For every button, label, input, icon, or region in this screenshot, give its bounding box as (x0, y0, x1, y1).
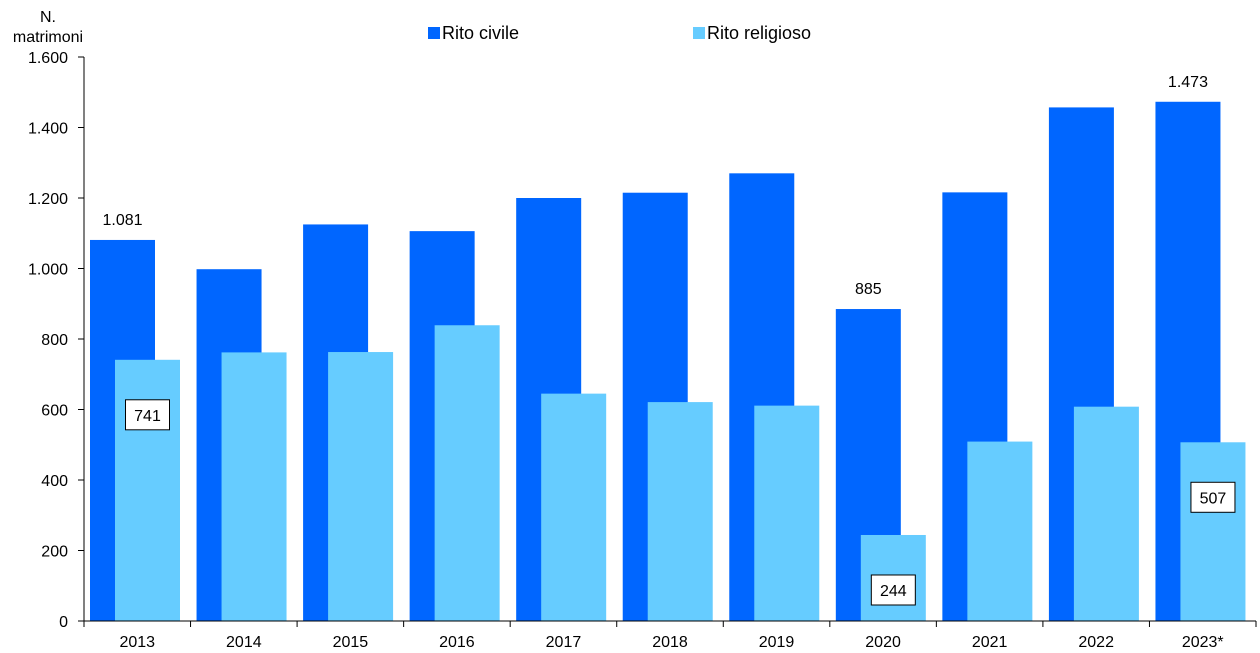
x-tick-label: 2020 (865, 634, 901, 651)
x-tick-label: 2015 (333, 634, 369, 651)
data-label-box (1190, 481, 1236, 513)
legend-swatch (693, 27, 705, 39)
y-tick-label: 0 (59, 614, 68, 631)
y-tick-label: 600 (41, 403, 68, 420)
y-tick-label: 400 (41, 473, 68, 490)
y-tick-label: 1.400 (28, 121, 68, 138)
legend-label: Rito civile (442, 23, 519, 43)
x-tick-label: 2022 (1078, 634, 1114, 651)
x-tick-label: 2016 (439, 634, 475, 651)
bar-rito-religioso (115, 359, 180, 621)
y-axis-ticks: 0 200 400 600 800 1.000 1.200 1.400 1.600 (28, 50, 84, 631)
data-label-box (125, 399, 170, 431)
legend-item-rito-religioso: Rito religioso (693, 23, 811, 43)
data-label-box (870, 574, 916, 606)
x-tick-label: 2017 (546, 634, 582, 651)
data-label: 507 (1200, 490, 1227, 507)
x-tick-label: 2013 (119, 634, 155, 651)
data-label: 244 (880, 583, 907, 600)
data-label: 885 (855, 281, 882, 298)
bars (90, 101, 1246, 622)
y-tick-label: 200 (41, 544, 68, 561)
legend-label: Rito religioso (707, 23, 811, 43)
legend-item-rito-civile: Rito civile (428, 23, 519, 43)
legend-swatch (428, 27, 440, 39)
bar-rito-religioso (434, 325, 500, 621)
data-labels: 1.081 885 1.473 741 244 507 (102, 74, 1236, 606)
x-tick-label: 2014 (226, 634, 262, 651)
bar-rito-religioso (1073, 406, 1139, 621)
data-label: 741 (134, 408, 161, 425)
x-tick-label: 2023* (1182, 634, 1224, 651)
x-tick-label: 2018 (652, 634, 688, 651)
data-label: 1.081 (102, 212, 142, 229)
y-axis-label-line-1: N. (40, 9, 56, 26)
bar-rito-religioso (221, 352, 287, 621)
y-tick-label: 1.200 (28, 191, 68, 208)
bar-rito-religioso (328, 352, 394, 621)
axes (83, 57, 1256, 622)
bar-rito-religioso (1180, 442, 1246, 621)
bar-rito-religioso (754, 405, 820, 621)
data-label: 1.473 (1168, 74, 1208, 91)
bar-rito-religioso (541, 393, 607, 621)
bar-rito-religioso (647, 402, 713, 621)
y-tick-label: 1.600 (28, 50, 68, 67)
bar-rito-religioso (967, 441, 1033, 621)
x-axis-ticks: 2013 2014 2015 2016 2017 2018 2019 2020 2021 2022… (83, 621, 1257, 651)
y-tick-label: 800 (41, 332, 68, 349)
x-tick-label: 2021 (972, 634, 1008, 651)
x-tick-label: 2019 (759, 634, 795, 651)
y-tick-label: 1.000 (28, 262, 68, 279)
legend: Rito civile Rito religioso (428, 23, 811, 43)
y-axis-label: N. matrimoni (13, 9, 83, 46)
y-axis-label-line-2: matrimoni (13, 29, 83, 46)
